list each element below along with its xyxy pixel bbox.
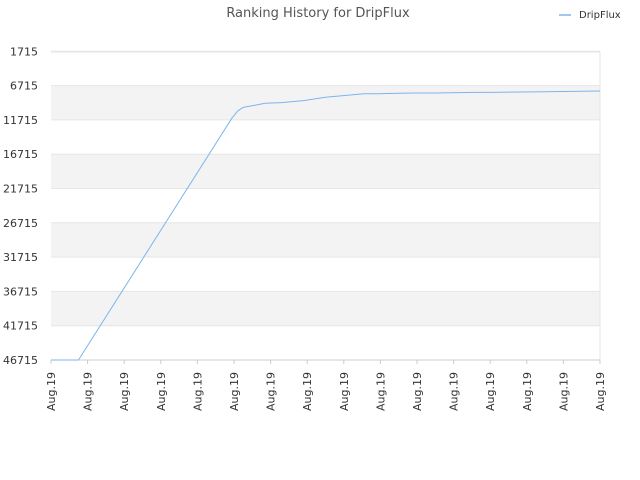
x-tick-label: Aug.19: [338, 372, 351, 411]
plot-band: [51, 119, 600, 155]
y-tick-label: 11715: [3, 114, 38, 127]
y-tick-label: 21715: [3, 183, 38, 196]
y-tick-labels: 1715 6715 11715 16715 21715 26715 31715 36715 41…: [3, 45, 38, 367]
x-tick-label: Aug.19: [228, 372, 241, 411]
plot-band: [51, 85, 600, 120]
x-tick-label: Aug.19: [301, 372, 314, 411]
x-tick-label: Aug.19: [557, 372, 570, 411]
y-tick-label: 6715: [10, 80, 38, 93]
x-tick-label: Aug.19: [265, 372, 278, 411]
series-line: [51, 90, 601, 361]
plot-bands: [51, 51, 600, 360]
x-tick-label: Aug.19: [45, 372, 58, 411]
x-tick-label: Aug.19: [411, 372, 424, 411]
plot-band: [51, 325, 600, 360]
y-tick-label: 46715: [3, 354, 38, 367]
x-tick-label: Aug.19: [484, 372, 497, 411]
plot-band: [51, 154, 600, 189]
plot-band: [51, 51, 600, 86]
series-layer: [51, 90, 601, 361]
chart-title: Ranking History for DripFlux: [226, 6, 410, 21]
x-tick-label: Aug.19: [82, 372, 95, 411]
x-tick-label: Aug.19: [118, 372, 131, 411]
x-tick-label: Aug.19: [448, 372, 461, 411]
plot-band: [51, 291, 600, 326]
legend[interactable]: DripFlux: [559, 10, 621, 21]
plot-band: [51, 222, 600, 258]
plot-band: [51, 257, 600, 292]
x-tick-label: Aug.19: [155, 372, 168, 411]
y-tick-label: 16715: [3, 148, 38, 161]
y-tick-label: 36715: [3, 285, 38, 298]
x-tick-label: Aug.19: [374, 372, 387, 411]
x-tick-label: Aug.19: [594, 372, 607, 411]
x-tick-labels: Aug.19 Aug.19 Aug.19 Aug.19 Aug.19 Aug.19 Aug.…: [45, 360, 607, 411]
plot-band: [51, 188, 600, 223]
y-tick-label: 41715: [3, 320, 38, 333]
legend-label: DripFlux: [579, 10, 621, 21]
y-tick-label: 31715: [3, 251, 38, 264]
y-tick-label: 1715: [10, 45, 38, 58]
x-tick-label: Aug.19: [191, 372, 204, 411]
x-tick-label: Aug.19: [521, 372, 534, 411]
y-tick-label: 26715: [3, 217, 38, 230]
